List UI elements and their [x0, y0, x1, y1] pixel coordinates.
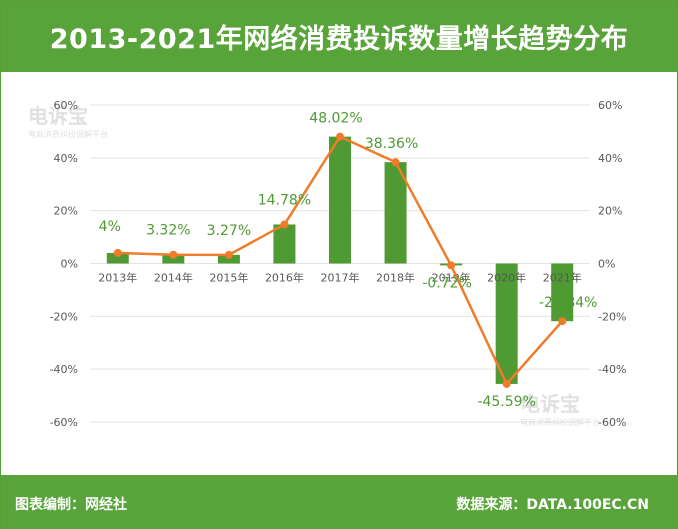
bar [162, 254, 185, 264]
y-tick-label-left: 60% [54, 99, 78, 112]
watermark-brand: 电诉宝 [28, 104, 88, 128]
y-tick-label-left: 20% [54, 205, 78, 218]
footer-source-compiler: 图表编制：网经社 [15, 497, 127, 513]
line-point [113, 248, 122, 257]
y-tick-label-left: 0% [61, 258, 78, 271]
footer-data-source: 数据来源：DATA.100EC.CN [456, 497, 649, 513]
bar [329, 136, 351, 264]
data-label: 48.02% [309, 111, 362, 127]
y-tick-label-right: -40% [598, 363, 626, 376]
growth-chart: 60% 60% 40% 40% 20% 20% 0% 0% -20% -20% -40% -40% -6… [50, 99, 627, 429]
data-label: 3.32% [146, 223, 190, 239]
line-point [391, 158, 400, 167]
data-label: -45.59% [477, 394, 535, 410]
y-tick-label-left: -20% [50, 310, 78, 323]
x-tick-label: 2015年 [209, 271, 248, 285]
y-tick-label-left: -40% [50, 363, 78, 376]
bar [217, 254, 240, 264]
bar [106, 252, 129, 264]
data-label: 4% [99, 219, 121, 235]
x-tick-label: 2021年 [543, 271, 582, 285]
line-point [224, 250, 233, 259]
data-label: -0.72% [422, 275, 472, 291]
bar [495, 263, 518, 384]
bar [551, 263, 574, 322]
x-tick-label: 2016年 [265, 271, 304, 285]
x-tick-label: 2020年 [487, 271, 526, 285]
watermark-top-left: 电诉宝 电商消费纠纷调解平台 [28, 100, 108, 140]
watermark-sub: 电商消费纠纷调解平台 [28, 130, 108, 139]
chart-title: 2013-2021年网络消费投诉数量增长趋势分布 [49, 24, 629, 55]
y-tick-label-right: 60% [598, 99, 622, 112]
y-tick-label-right: -20% [598, 310, 626, 323]
data-label: 3.27% [207, 223, 251, 239]
line-point [280, 220, 289, 229]
line-point [502, 379, 511, 388]
bar [384, 162, 407, 264]
y-tick-label-left: -60% [50, 416, 78, 429]
data-label: -21.84% [539, 295, 597, 311]
footer-bar: 图表编制：网经社 数据来源：DATA.100EC.CN [1, 475, 677, 529]
y-tick-label-right: 20% [598, 205, 622, 218]
line-point [558, 317, 567, 326]
y-tick-label-right: -60% [598, 416, 626, 429]
data-label: 38.36% [365, 136, 418, 152]
x-tick-label: 2014年 [154, 271, 193, 285]
y-tick-label-left: 40% [54, 152, 78, 165]
watermark-brand-2: 电诉宝 [520, 392, 580, 416]
x-tick-label: 2017年 [321, 271, 360, 285]
line-point [169, 250, 178, 259]
y-tick-label-right: 0% [598, 258, 615, 271]
data-label: 14.78% [258, 192, 311, 208]
x-tick-label: 2018年 [376, 271, 415, 285]
x-tick-label: 2013年 [98, 271, 137, 285]
bar [273, 224, 296, 264]
line-point [447, 261, 456, 270]
x-tick-label: 2019年 [432, 271, 471, 285]
title-bar: 2013-2021年网络消费投诉数量增长趋势分布 [1, 1, 677, 72]
y-tick-label-right: 40% [598, 152, 622, 165]
line-point [336, 132, 344, 141]
